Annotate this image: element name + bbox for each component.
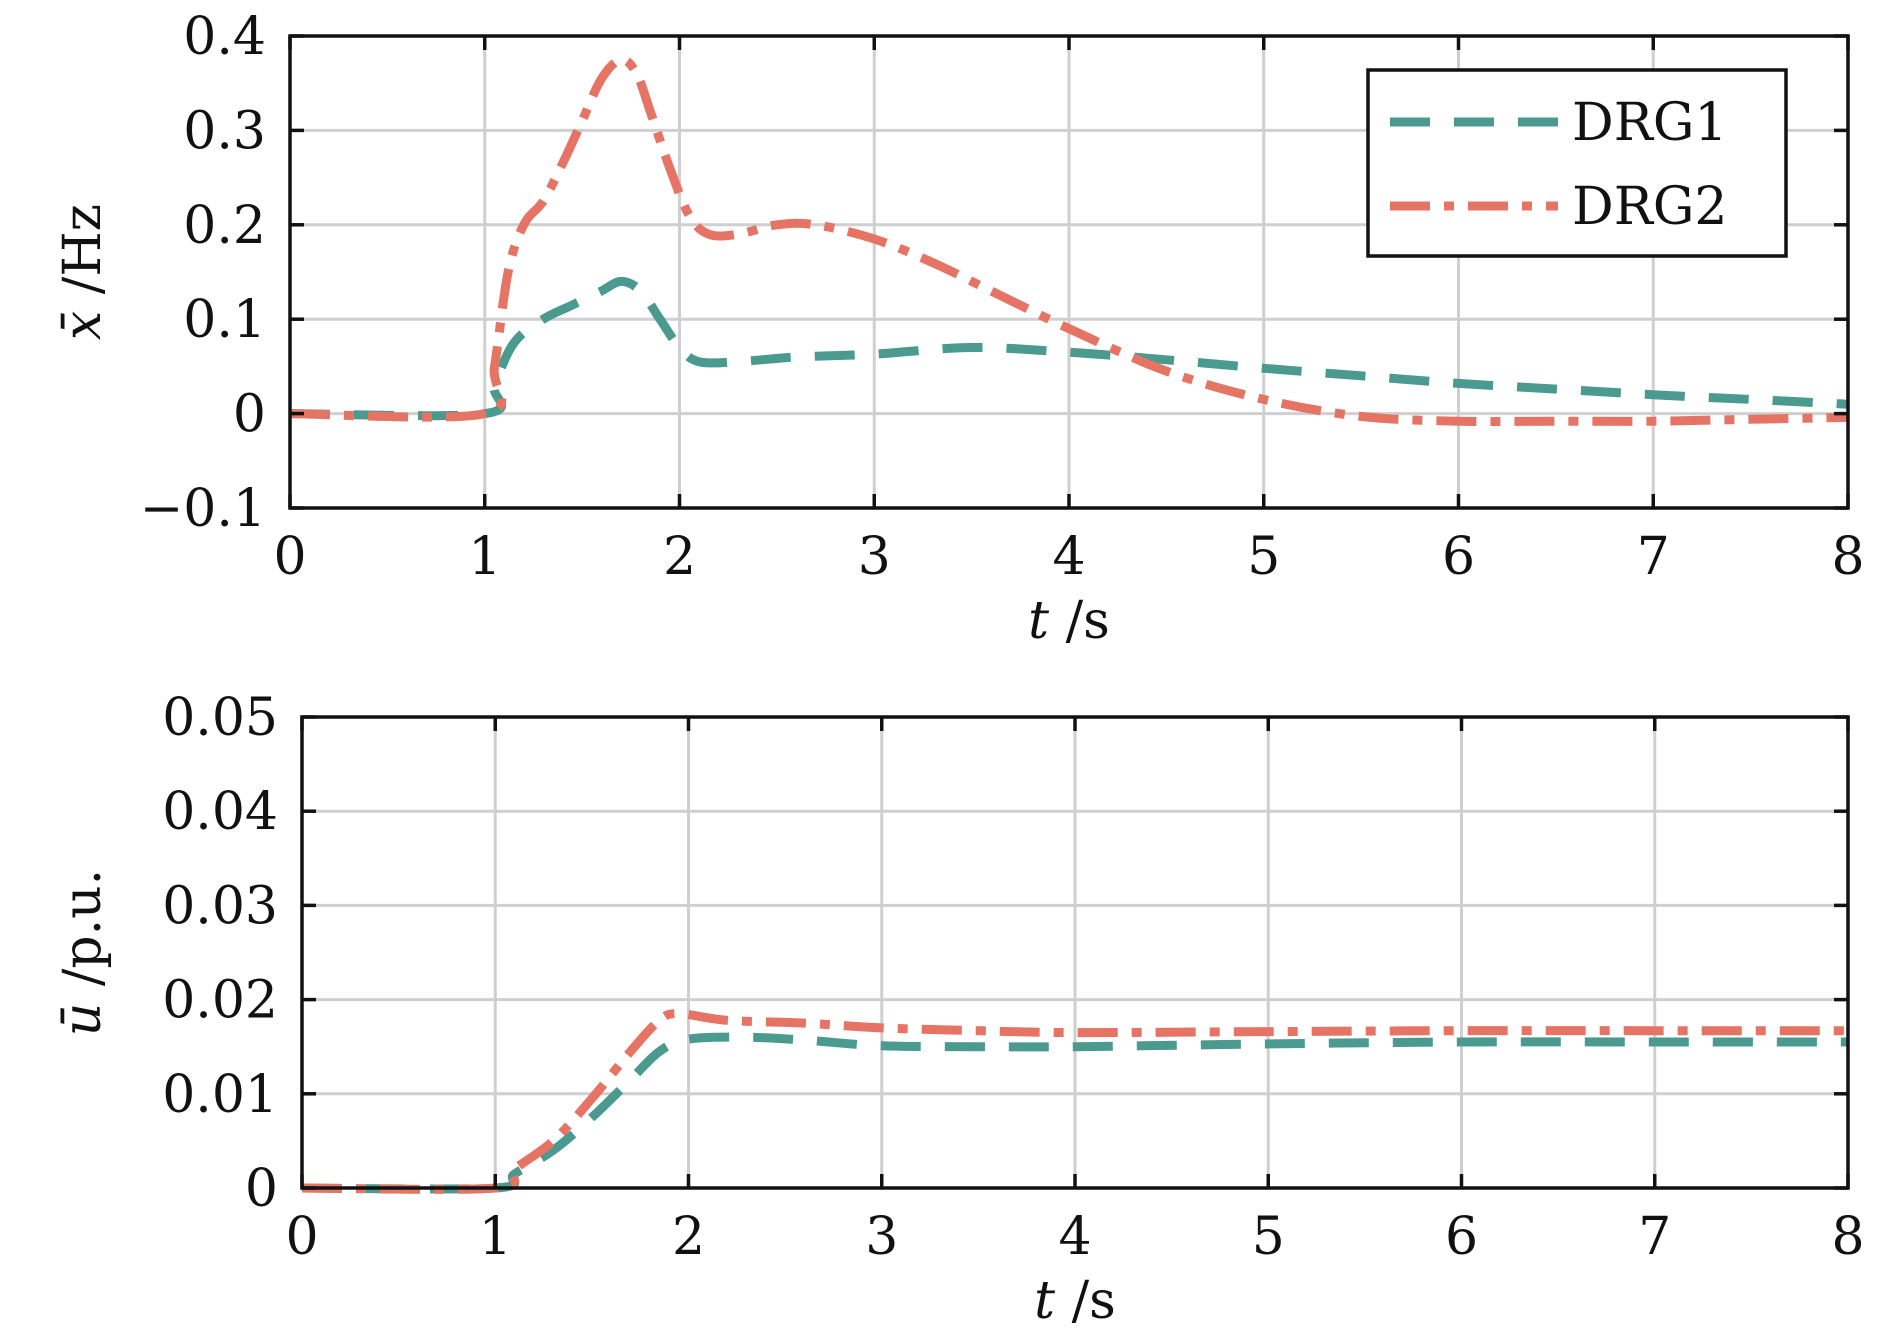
x-tick-label: 4 (1052, 527, 1085, 587)
y-tick-label: 0.1 (183, 290, 266, 350)
y-tick-label: 0.02 (162, 971, 278, 1031)
legend-box (1366, 68, 1788, 258)
series-line-drg1 (301, 1032, 1848, 1194)
legend: DRG1 DRG2 (1366, 68, 1788, 258)
y-tick-label: −0.1 (140, 479, 266, 539)
x-tick-label: 6 (1445, 1207, 1478, 1267)
series-line-drg2 (289, 55, 1849, 427)
y-axis-label: x̄ /Hz (53, 204, 113, 340)
x-tick-label: 0 (273, 527, 306, 587)
y-tick-label: 0.2 (183, 196, 266, 256)
legend-label-drg2: DRG2 (1572, 177, 1727, 237)
y-tick-label: 0.3 (183, 101, 266, 161)
x-tick-label: 8 (1831, 1207, 1864, 1267)
x-tick-label: 7 (1637, 527, 1670, 587)
series-line-drg2 (301, 1009, 1848, 1194)
x-tick-label: 1 (479, 1207, 512, 1267)
y-tick-label: 0.01 (162, 1065, 278, 1125)
x-tick-label: 5 (1252, 1207, 1285, 1267)
y-tick-label: 0 (245, 1159, 278, 1219)
bottom-panel-voltage: 0 1 2 3 4 5 6 7 8 0 0.01 0.02 0.03 0.04 0.05 t /s ū /p.u… (53, 688, 1865, 1331)
x-tick-label: 8 (1831, 527, 1864, 587)
x-axis-label: t /s (1028, 591, 1110, 651)
x-tick-label: 7 (1638, 1207, 1671, 1267)
x-tick-label: 4 (1058, 1207, 1091, 1267)
x-tick-label: 2 (672, 1207, 705, 1267)
x-tick-label: 6 (1442, 527, 1475, 587)
x-tick-label: 3 (858, 527, 891, 587)
y-tick-label: 0 (233, 385, 266, 445)
x-tick-label: 5 (1247, 527, 1280, 587)
x-tick-label: 1 (468, 527, 501, 587)
y-tick-label: 0.4 (183, 7, 266, 67)
x-axis-label: t /s (1034, 1271, 1116, 1331)
legend-label-drg1: DRG1 (1572, 93, 1727, 153)
y-tick-label: 0.03 (162, 876, 278, 936)
x-tick-label: 3 (865, 1207, 898, 1267)
y-tick-label: 0.04 (162, 782, 278, 842)
y-tick-label: 0.05 (162, 688, 278, 748)
top-panel-frequency: 0 1 2 3 4 5 6 7 8−0.100.10.20.30.4t /sx̄ /HzDRG1… (53, 7, 1865, 651)
series-line-drg1 (289, 276, 1849, 421)
x-tick-label: 2 (663, 527, 696, 587)
y-axis-label: ū /p.u. (53, 869, 113, 1036)
x-tick-label: 0 (285, 1207, 318, 1267)
